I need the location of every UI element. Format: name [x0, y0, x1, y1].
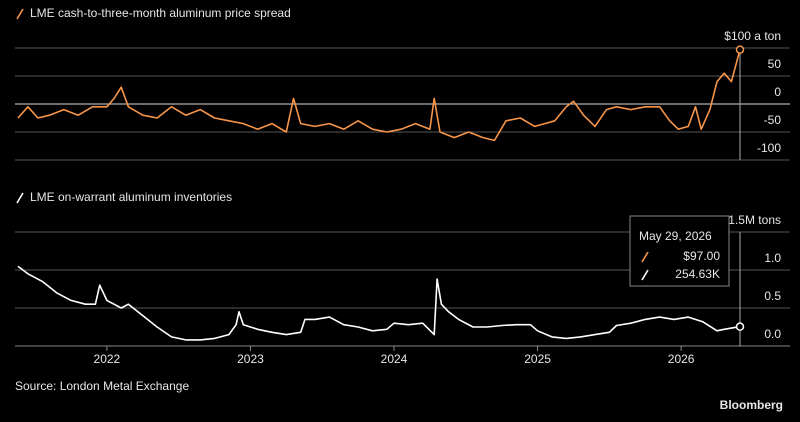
y-tick-label: 50: [768, 57, 782, 71]
x-tick-label: 2023: [237, 352, 264, 366]
x-tick-label: 2026: [668, 352, 695, 366]
y-tick-label: 0: [774, 85, 781, 99]
data-line: [17, 49, 741, 142]
title-icon: [16, 192, 24, 204]
y-tick-label: 1.0: [764, 251, 781, 265]
x-tick-label: 2025: [524, 352, 551, 366]
source: Source: London Metal Exchange: [15, 379, 189, 393]
x-tick-label: 2024: [381, 352, 408, 366]
y-tick-label: 1.5M tons: [728, 213, 781, 227]
tooltip-value: $97.00: [683, 249, 720, 263]
end-marker: [735, 45, 745, 54]
x-tick-label: 2022: [94, 352, 121, 366]
y-tick-label: 0.5: [764, 289, 781, 303]
chart-title: LME on-warrant aluminum inventories: [30, 190, 232, 204]
tooltip-icon: [641, 269, 649, 281]
y-tick-label: -100: [757, 141, 781, 155]
brand: Bloomberg: [720, 398, 783, 412]
end-marker: [735, 322, 745, 331]
y-tick-label: $100 a ton: [724, 29, 781, 43]
y-tick-label: 0.0: [764, 327, 781, 341]
tooltip-date: May 29, 2026: [639, 229, 712, 243]
tooltip-icon: [641, 251, 649, 263]
chart-title: LME cash-to-three-month aluminum price s…: [30, 6, 291, 20]
title-icon: [16, 8, 24, 20]
y-tick-label: -50: [764, 113, 782, 127]
data-line: [17, 265, 741, 341]
tooltip-value: 254.63K: [675, 267, 720, 281]
tooltip-box: [629, 215, 730, 287]
